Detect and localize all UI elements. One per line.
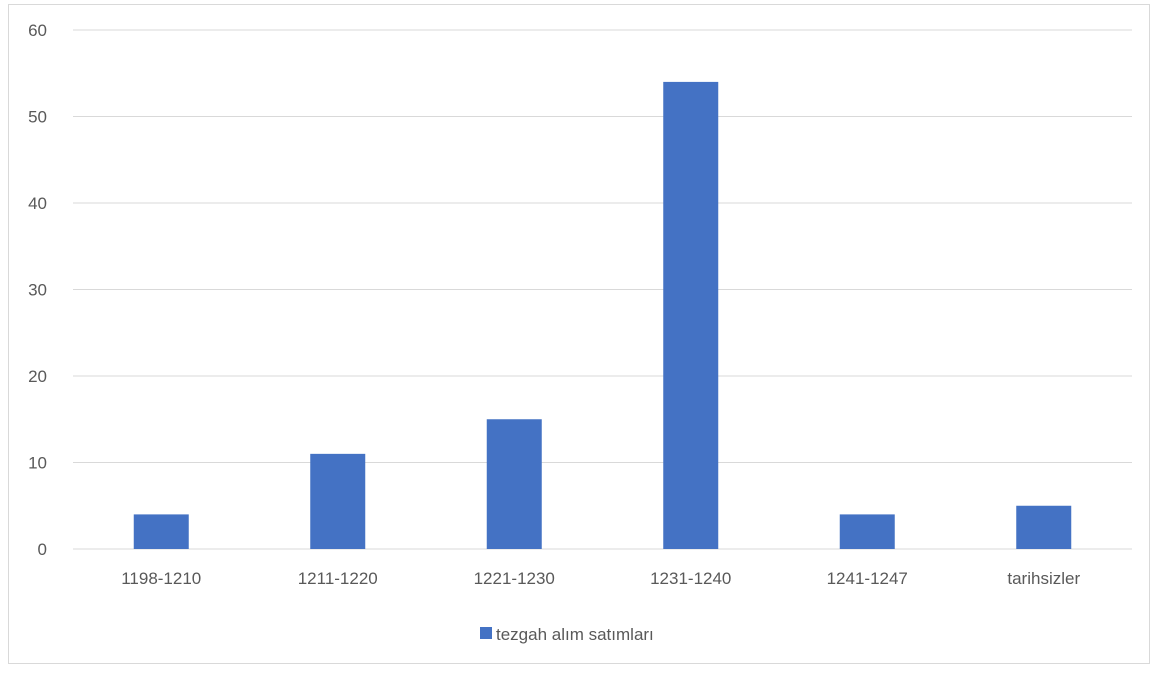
bar-1198-1210 <box>133 514 189 549</box>
x-tick-label: 1241-1247 <box>827 569 908 588</box>
x-tick-label: 1221-1230 <box>474 569 555 588</box>
y-tick-label: 50 <box>28 108 47 127</box>
x-tick-label: 1211-1220 <box>298 569 378 588</box>
x-tick-label: 1198-1210 <box>121 569 201 588</box>
bar-tarihsizler <box>1016 505 1072 549</box>
y-tick-label: 10 <box>28 454 47 473</box>
y-tick-label: 20 <box>28 367 47 386</box>
x-axis-ticks: 1198-1210 1211-1220 1221-1230 1231-1240 1241… <box>121 569 1080 588</box>
legend: tezgah alım satımları <box>480 625 654 644</box>
bar-1211-1220 <box>310 453 366 549</box>
legend-label: tezgah alım satımları <box>496 625 654 644</box>
bar-1221-1230 <box>486 419 542 549</box>
gridlines <box>73 29 1132 550</box>
y-tick-label: 30 <box>28 281 47 300</box>
x-tick-label: tarihsizler <box>1007 569 1080 588</box>
bar-1241-1247 <box>839 514 895 549</box>
chart-frame <box>8 4 1150 664</box>
y-tick-label: 40 <box>28 194 47 213</box>
y-tick-label: 60 <box>28 21 47 40</box>
x-tick-label: 1231-1240 <box>650 569 731 588</box>
bar-1231-1240 <box>663 81 719 550</box>
y-axis-ticks: 0 10 20 30 40 50 60 <box>28 21 47 559</box>
y-tick-label: 0 <box>38 540 47 559</box>
bars <box>133 81 1072 550</box>
legend-swatch <box>480 627 492 639</box>
